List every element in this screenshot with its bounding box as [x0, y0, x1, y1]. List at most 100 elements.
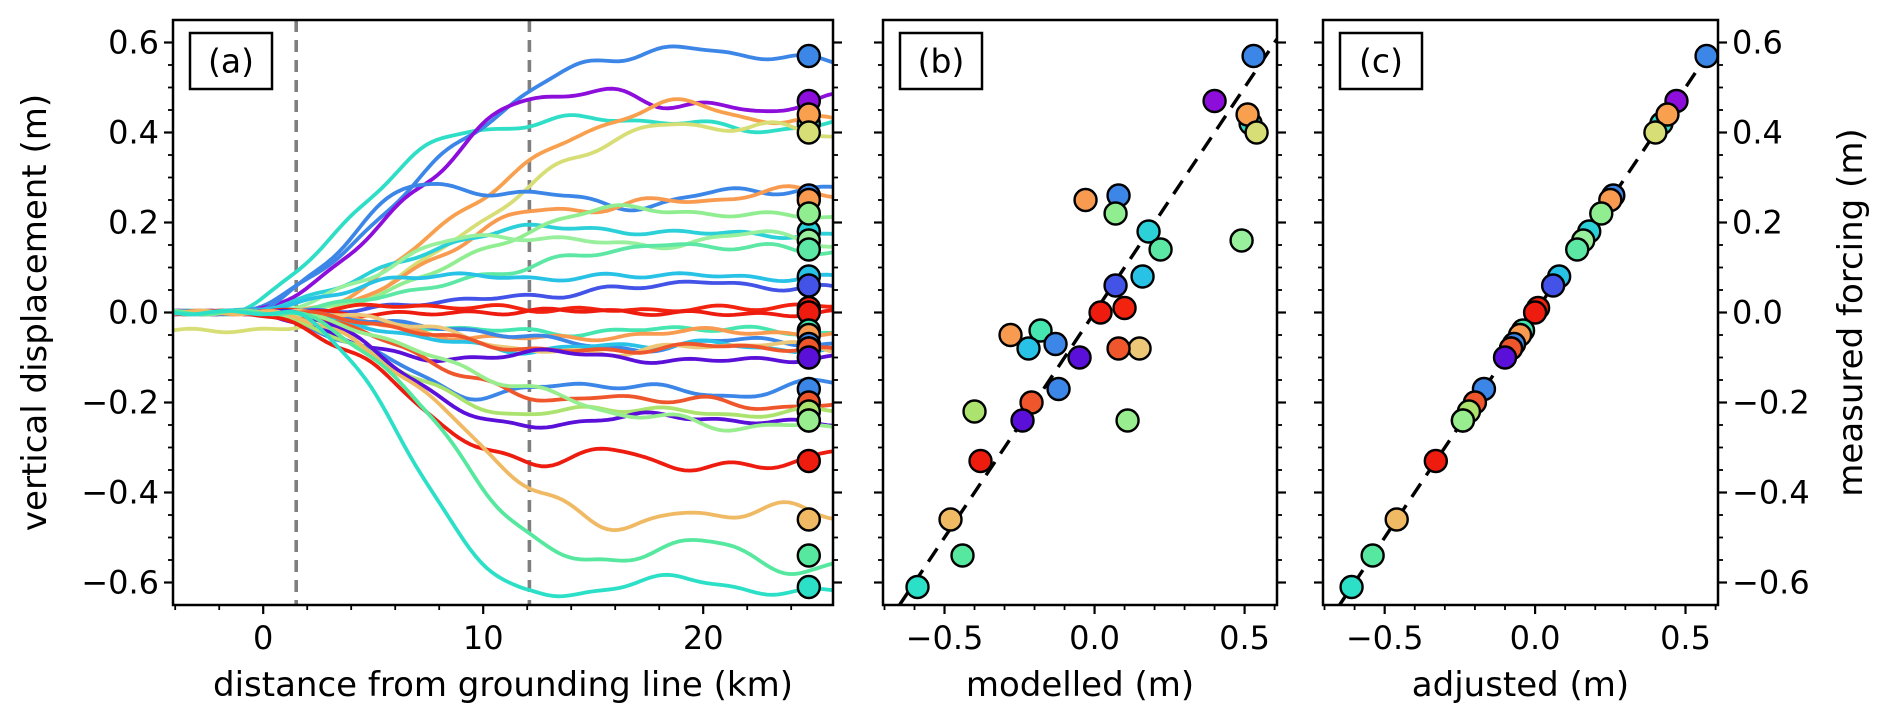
panel-c: −0.5 0.0 0.5 0.6 0.4 0.2 0.0 −0.2 −0.4 −0.6 adjust… — [1314, 18, 1871, 705]
site-marker-b-1 — [1241, 43, 1266, 69]
xtick-label-b-1: 0.0 — [1069, 619, 1120, 657]
site-marker-c-8 — [1589, 201, 1614, 226]
site-marker-b-11 — [1130, 264, 1155, 289]
site-marker-b-16 — [998, 322, 1023, 348]
site-marker-c-14 — [1522, 300, 1548, 325]
site-marker-b-27 — [968, 448, 993, 474]
xtick-label-b-2: 0.5 — [1219, 619, 1270, 657]
ytick-label-a-2: 0.2 — [108, 204, 159, 242]
site-marker-b-6 — [1073, 187, 1098, 213]
xtick-label-a-0: 0 — [253, 619, 273, 657]
site-marker-c-1 — [1694, 43, 1718, 69]
displacement-curve-1 — [173, 44, 833, 317]
identity-line-b — [898, 37, 1277, 605]
plot-area-a — [173, 20, 833, 605]
plot-area-b — [898, 37, 1277, 605]
panel-letter-c: (c) — [1359, 42, 1403, 81]
site-marker-b-26 — [1115, 408, 1140, 433]
displacement-curve-4 — [173, 120, 833, 335]
site-marker-b-24 — [962, 399, 987, 424]
ytick-label-a-3: 0.0 — [108, 294, 159, 332]
panel-b: −0.5 0.0 0.5 modelled (m) (b) — [874, 18, 1286, 705]
ytick-label-c-1: 0.4 — [1732, 114, 1783, 152]
site-marker-b-9 — [1229, 228, 1254, 253]
site-marker-b-15 — [1028, 318, 1053, 343]
ytick-label-c-5: −0.4 — [1732, 474, 1810, 512]
panel-letter-box-b — [898, 31, 984, 91]
xlabel-a: distance from grounding line (km) — [213, 665, 793, 705]
site-marker-c-29 — [1360, 543, 1385, 568]
site-marker-a-10 — [796, 237, 821, 262]
site-marker-b-10 — [1148, 237, 1173, 262]
displacement-curve-11 — [173, 271, 833, 317]
site-marker-a-12 — [796, 273, 821, 298]
site-marker-b-17 — [1043, 331, 1068, 357]
site-marker-b-7 — [1136, 219, 1161, 244]
xtick-label-c-2: 0.5 — [1660, 619, 1711, 657]
site-marker-c-12 — [1540, 273, 1566, 298]
site-marker-b-22 — [1046, 376, 1071, 402]
ytick-label-a-4: −0.2 — [81, 384, 159, 422]
site-marker-b-18 — [1016, 336, 1041, 361]
site-marker-b-8 — [1103, 201, 1128, 226]
site-marker-b-25 — [1010, 408, 1035, 433]
site-marker-a-1 — [796, 43, 821, 69]
ylabel-left: vertical displacement (m) — [15, 94, 55, 531]
site-marker-c-26 — [1450, 408, 1476, 433]
site-marker-c-4 — [1643, 120, 1668, 145]
site-marker-a-28 — [796, 507, 821, 532]
site-marker-a-26 — [796, 408, 821, 433]
ylabel-right: measured forcing (m) — [1831, 128, 1871, 496]
panel-letter-box-a — [188, 31, 274, 91]
site-marker-a-4 — [796, 120, 821, 145]
ytick-label-a-5: −0.4 — [81, 474, 159, 512]
xtick-label-c-1: 0.0 — [1510, 619, 1561, 657]
site-marker-a-21 — [796, 345, 821, 370]
site-marker-c-3 — [1655, 102, 1680, 127]
plot-area-c — [1338, 43, 1718, 605]
panel-letter-b: (b) — [918, 42, 965, 81]
displacement-curve-5 — [173, 181, 833, 317]
site-marker-b-20 — [1106, 336, 1131, 361]
ytick-label-c-6: −0.6 — [1732, 564, 1810, 602]
site-marker-a-8 — [796, 201, 821, 226]
site-marker-b-12 — [1103, 273, 1128, 298]
xlabel-c: adjusted (m) — [1412, 665, 1629, 705]
xtick-label-a-2: 20 — [683, 619, 724, 657]
site-marker-b-19 — [1127, 336, 1152, 361]
panel-a: 0 10 20 0.6 0.4 0.2 0.0 −0.2 −0.4 −0.6 distance fr… — [15, 18, 842, 705]
ytick-label-c-3: 0.0 — [1732, 294, 1783, 332]
site-marker-c-10 — [1565, 237, 1590, 262]
site-marker-b-30 — [905, 574, 930, 600]
site-marker-a-27 — [796, 448, 821, 474]
displacement-curve-30 — [173, 308, 833, 599]
displacement-curve-27 — [173, 308, 833, 473]
site-marker-a-30 — [796, 574, 821, 600]
ytick-label-a-1: 0.4 — [108, 114, 159, 152]
site-marker-c-27 — [1423, 448, 1449, 474]
xtick-label-a-1: 10 — [463, 619, 504, 657]
displacement-curve-2 — [173, 86, 833, 317]
site-marker-b-2 — [1202, 88, 1227, 114]
site-marker-b-14 — [1088, 300, 1113, 325]
xtick-label-c-0: −0.5 — [1346, 619, 1424, 657]
displacement-curve-0 — [173, 113, 833, 317]
xtick-label-b-0: −0.5 — [906, 619, 984, 657]
panel-letter-box-c — [1338, 31, 1424, 91]
ytick-label-c-2: 0.2 — [1732, 204, 1783, 242]
ytick-label-c-4: −0.2 — [1732, 384, 1810, 422]
site-marker-a-29 — [796, 543, 821, 568]
ytick-label-c-0: 0.6 — [1732, 24, 1783, 62]
site-marker-c-30 — [1339, 574, 1364, 600]
site-marker-b-29 — [950, 543, 975, 568]
ytick-label-a-0: 0.6 — [108, 24, 159, 62]
site-marker-b-21 — [1067, 345, 1092, 370]
site-marker-b-13 — [1112, 295, 1137, 321]
panel-letter-a: (a) — [208, 42, 254, 81]
xlabel-b: modelled (m) — [966, 665, 1194, 705]
ytick-label-a-6: −0.6 — [81, 564, 159, 602]
site-marker-b-4 — [1244, 120, 1269, 145]
